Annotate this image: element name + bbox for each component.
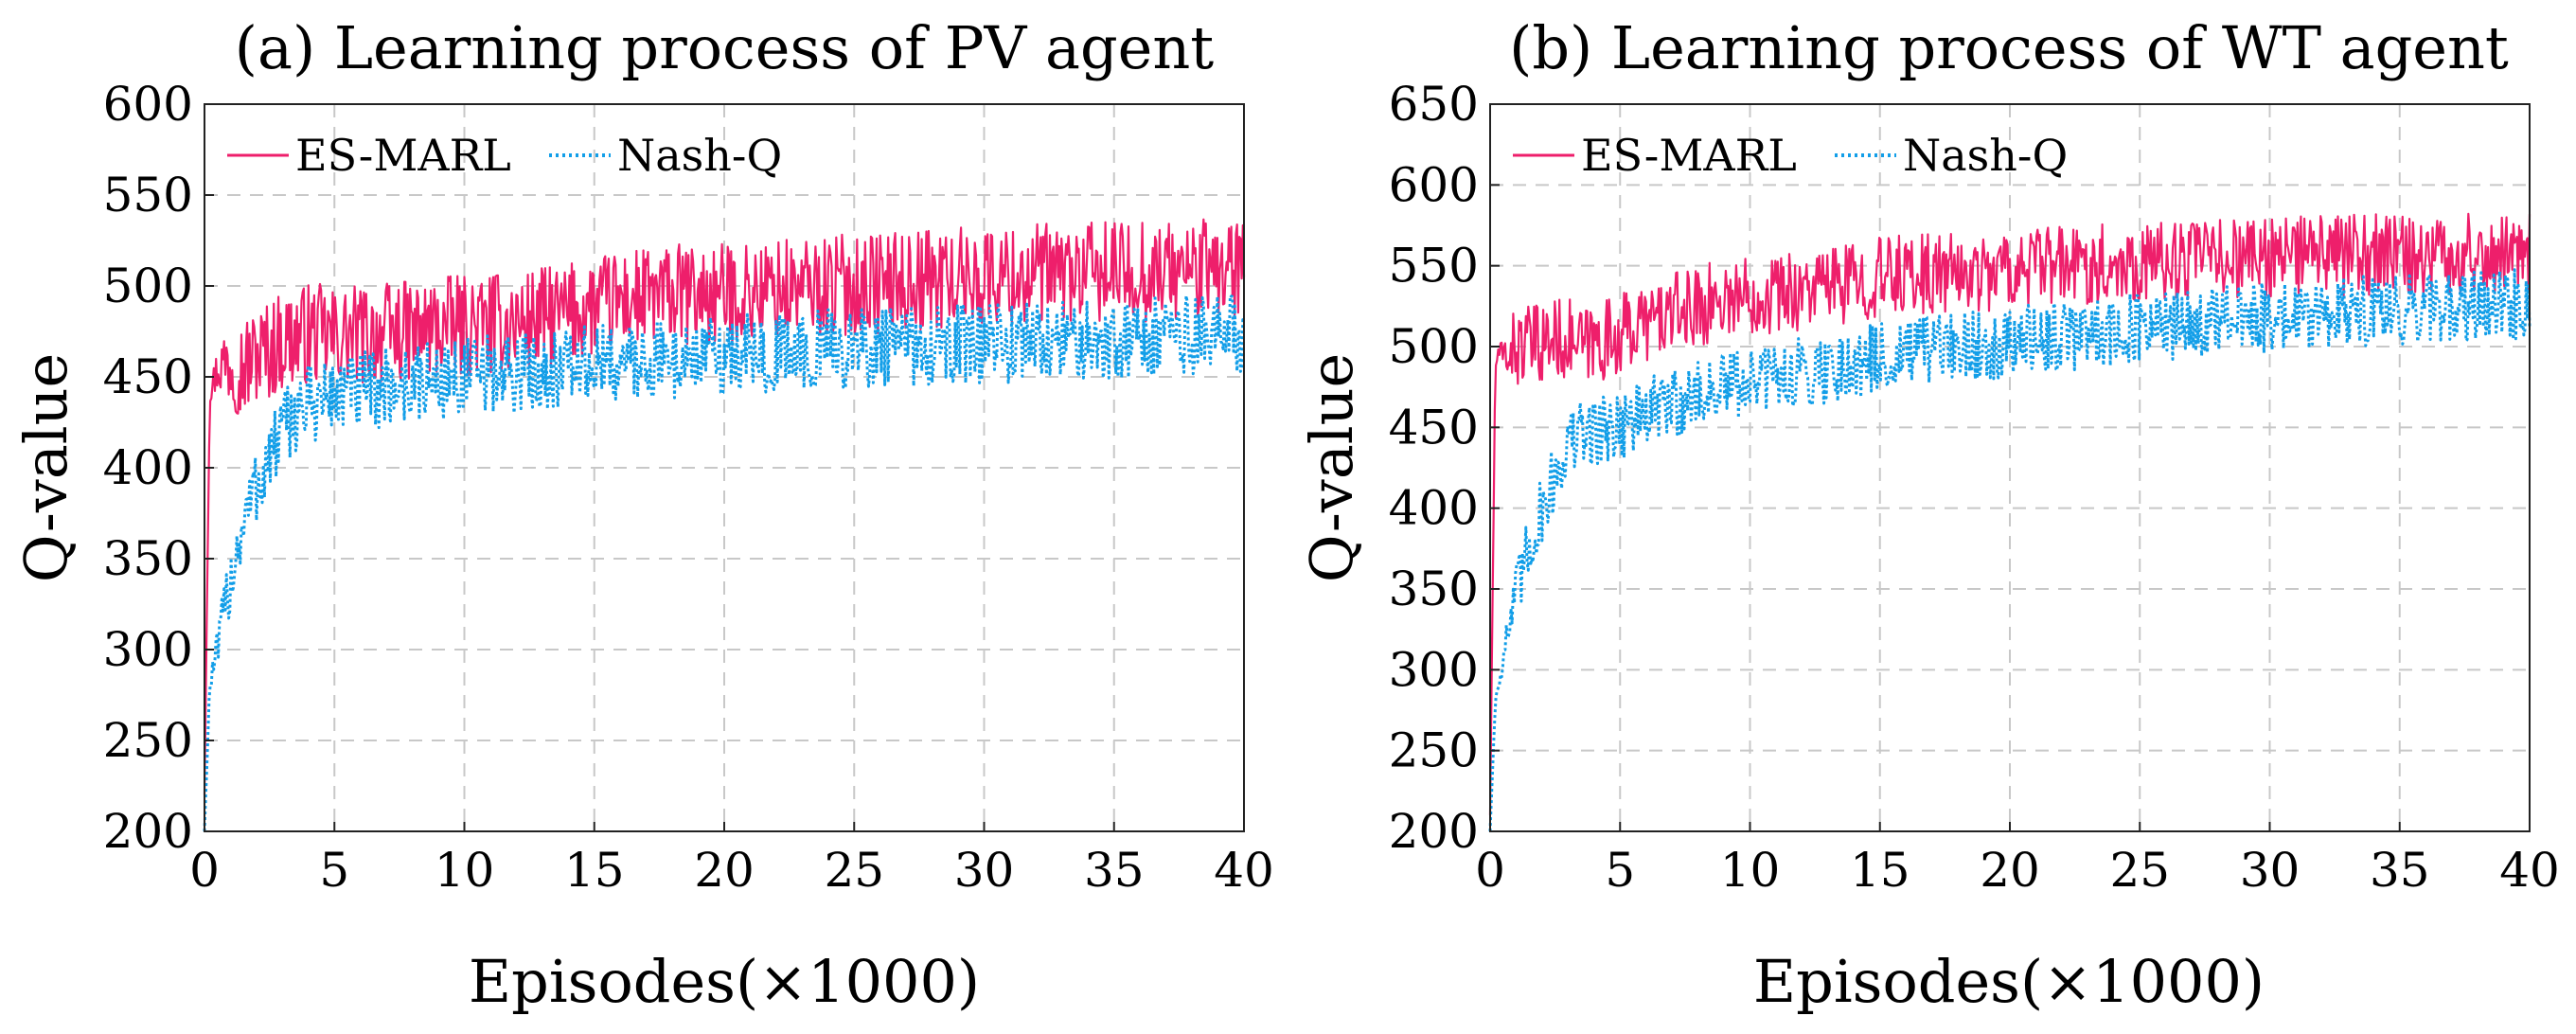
grid <box>1490 104 2530 831</box>
ticks: 0 5 10 15 20 25 30 35 40 200 250 300 350 400 450 500 550… <box>103 77 1274 898</box>
x-tick-label: 40 <box>2499 843 2560 898</box>
series-group <box>203 218 1246 832</box>
grid <box>204 104 1244 831</box>
legend: ES-MARL Nash-Q <box>227 130 782 181</box>
legend-label-nash-q: Nash-Q <box>617 130 782 181</box>
y-tick-label: 200 <box>103 804 193 859</box>
x-tick-label: 20 <box>694 843 755 898</box>
y-axis-label: Q-value <box>11 353 80 583</box>
y-tick-label: 600 <box>1389 157 1479 212</box>
series-line-nash-q <box>203 294 1246 832</box>
x-tick-label: 10 <box>435 843 495 898</box>
y-tick-label: 350 <box>103 531 193 586</box>
y-tick-label: 250 <box>1389 723 1479 778</box>
y-tick-label: 600 <box>103 77 193 132</box>
x-tick-label: 20 <box>1980 843 2040 898</box>
y-tick-label: 450 <box>1389 400 1479 455</box>
y-tick-label: 400 <box>103 440 193 495</box>
legend-label-nash-q: Nash-Q <box>1903 130 2068 181</box>
x-tick-label: 15 <box>564 843 625 898</box>
x-tick-label: 5 <box>319 843 349 898</box>
series-line-nash-q <box>1488 268 2532 832</box>
x-tick-label: 0 <box>1475 843 1505 898</box>
y-tick-label: 400 <box>1389 481 1479 536</box>
legend: ES-MARL Nash-Q <box>1513 130 2068 181</box>
series-line-es-marl <box>203 218 1246 795</box>
y-axis-label: Q-value <box>1297 353 1366 583</box>
y-tick-label: 500 <box>103 258 193 313</box>
panel-wt-agent: (b) Learning process of WT agent 0 5 10 15 2… <box>1297 13 2560 1016</box>
y-tick-label: 550 <box>103 168 193 223</box>
panel-title: (b) Learning process of WT agent <box>1509 13 2509 82</box>
series-line-es-marl <box>1488 212 2532 815</box>
x-tick-label: 0 <box>189 843 220 898</box>
x-tick-label: 40 <box>1214 843 1274 898</box>
y-tick-label: 450 <box>103 349 193 404</box>
y-tick-label: 250 <box>103 713 193 768</box>
panel-pv-agent: (a) Learning process of PV agent 0 5 10 15 2… <box>11 13 1274 1016</box>
series-group <box>1488 212 2532 832</box>
y-tick-label: 550 <box>1389 239 1479 294</box>
x-tick-label: 25 <box>824 843 884 898</box>
legend-label-es-marl: ES-MARL <box>295 130 511 181</box>
x-tick-label: 30 <box>2240 843 2301 898</box>
legend-label-es-marl: ES-MARL <box>1581 130 1797 181</box>
ticks: 0 5 10 15 20 25 30 35 40 200 250 300 350 400 450 500 550… <box>1389 77 2560 898</box>
y-tick-label: 350 <box>1389 562 1479 616</box>
x-tick-label: 10 <box>1720 843 1781 898</box>
x-tick-label: 35 <box>1084 843 1145 898</box>
x-tick-label: 35 <box>2370 843 2430 898</box>
x-tick-label: 15 <box>1850 843 1910 898</box>
x-axis-label: Episodes(×1000) <box>1753 947 2265 1016</box>
x-tick-label: 30 <box>954 843 1015 898</box>
y-tick-label: 300 <box>1389 642 1479 697</box>
y-tick-label: 500 <box>1389 319 1479 374</box>
x-axis-label: Episodes(×1000) <box>469 947 980 1016</box>
y-tick-label: 300 <box>103 622 193 677</box>
panel-title: (a) Learning process of PV agent <box>235 13 1214 82</box>
y-tick-label: 650 <box>1389 77 1479 132</box>
x-tick-label: 5 <box>1605 843 1635 898</box>
y-tick-label: 200 <box>1389 804 1479 859</box>
x-tick-label: 25 <box>2109 843 2170 898</box>
